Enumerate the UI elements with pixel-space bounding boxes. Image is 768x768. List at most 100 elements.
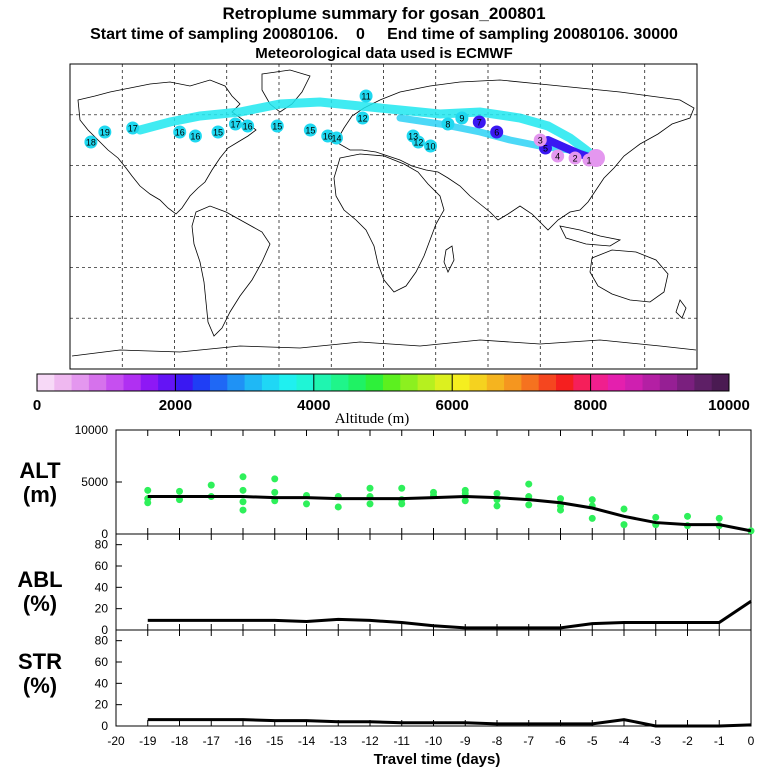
plume-day-dot xyxy=(568,151,582,165)
colorbar-cell xyxy=(106,374,124,391)
colorbar-tick-label: 6000 xyxy=(436,397,469,414)
plume-day-label: 15 xyxy=(213,128,223,138)
colorbar-cell xyxy=(365,374,384,391)
plume-day-dot xyxy=(582,153,596,167)
coast-madagascar xyxy=(443,245,455,273)
alt-scatter-point xyxy=(239,498,247,506)
plume-day-label: 11 xyxy=(361,92,370,102)
x-tick-label: -13 xyxy=(330,734,348,748)
alt-scatter-point xyxy=(398,500,406,508)
x-tick-label: -3 xyxy=(650,734,661,748)
colorbar-cell xyxy=(590,374,609,391)
plume-day-dot xyxy=(472,115,486,129)
colorbar-cell xyxy=(54,374,73,391)
abl-panel-frame xyxy=(115,533,752,631)
plume-day-label: 10 xyxy=(426,142,436,152)
plume-day-label: 17 xyxy=(128,124,138,134)
y-tick-label: 0 xyxy=(101,719,108,733)
colorbar-cell xyxy=(538,374,557,391)
x-tick-label: -2 xyxy=(682,734,693,748)
met-data-line: Meteorological data used is ECMWF xyxy=(255,45,513,62)
colorbar-tick-label: 8000 xyxy=(574,397,607,414)
y-tick-label: 0 xyxy=(101,527,108,541)
plume-day-label: 19 xyxy=(100,128,110,138)
plume-day-dot xyxy=(98,125,112,139)
plume-day-label: 7 xyxy=(477,118,482,128)
plume-day-label: 2 xyxy=(573,154,578,164)
colorbar-cell xyxy=(434,374,453,391)
coast-new-zealand xyxy=(675,299,687,319)
y-tick-label: 5000 xyxy=(81,475,108,489)
alt-scatter-point xyxy=(144,499,152,507)
colorbar-cell xyxy=(279,374,297,391)
colorbar-cell xyxy=(573,374,592,391)
x-tick-label: -1 xyxy=(714,734,725,748)
plume-day-label: 6 xyxy=(494,128,499,138)
alt-scatter-point xyxy=(207,481,215,489)
colorbar-cell xyxy=(313,374,332,391)
x-tick-label: -11 xyxy=(394,734,411,748)
y-tick-label: 10000 xyxy=(75,423,109,437)
coast-north-america xyxy=(77,79,257,215)
colorbar-cell xyxy=(244,374,263,391)
colorbar-cell xyxy=(210,374,228,391)
y-tick-label: 40 xyxy=(95,676,109,690)
plume-day-label: 16 xyxy=(190,132,200,142)
plume-day-dot xyxy=(359,89,373,103)
plume-day-dot xyxy=(228,117,242,131)
colorbar-cell xyxy=(88,374,107,391)
alt-scatter-point xyxy=(271,475,279,483)
alt-scatter-point xyxy=(525,480,533,488)
x-tick-label: -10 xyxy=(425,734,443,748)
alt-scatter-point xyxy=(271,488,279,496)
alt-scatter-point xyxy=(493,502,501,510)
plume-day-label: 13 xyxy=(408,132,418,142)
alt-scatter-point xyxy=(366,500,374,508)
plume-dots xyxy=(84,89,596,167)
str-panel-unit: (%) xyxy=(23,673,57,698)
colorbar-tick-label: 10000 xyxy=(708,397,750,414)
x-tick-label: -6 xyxy=(555,734,566,748)
y-tick-label: 60 xyxy=(95,655,109,669)
plume-day-label: 1 xyxy=(587,156,592,166)
alt-panel-label: ALT xyxy=(19,458,61,483)
y-tick-label: 0 xyxy=(101,623,108,637)
plume-day-label: 16 xyxy=(243,122,253,132)
colorbar-cell xyxy=(694,374,713,391)
x-tick-label: -7 xyxy=(523,734,534,748)
plume-day-label: 15 xyxy=(272,122,282,132)
coast-australia xyxy=(589,249,669,303)
colorbar-tick-label: 0 xyxy=(33,397,41,414)
plume-day-dot xyxy=(173,125,187,139)
colorbar-cell xyxy=(296,374,315,391)
alt-scatter-point xyxy=(430,488,437,496)
alt-scatter-point xyxy=(366,484,374,492)
plume-day-dot xyxy=(303,123,317,137)
abl-panel-label: ABL xyxy=(17,567,62,592)
colorbar-cell xyxy=(192,374,211,391)
y-tick-label: 80 xyxy=(95,634,109,648)
x-tick-label: -4 xyxy=(619,734,630,748)
colorbar-cell xyxy=(175,374,194,391)
colorbar-cell xyxy=(71,374,90,391)
alt-scatter-point xyxy=(144,486,152,494)
coast-antarctica xyxy=(71,339,697,357)
colorbar-ticks: 0 2000 4000 6000 8000 10000 xyxy=(33,374,750,414)
coast-africa xyxy=(333,153,445,293)
x-tick-label: -20 xyxy=(107,734,125,748)
colorbar-cell xyxy=(469,374,488,391)
str-panel-label: STR xyxy=(18,649,62,674)
alt-scatter-point xyxy=(239,473,247,481)
colorbar-cell xyxy=(504,374,522,391)
time-series-panels: ALT (m) ABL (%) STR (%) 1000050000806040… xyxy=(17,423,754,768)
colorbar-cell xyxy=(348,374,367,391)
str-panel-frame xyxy=(115,629,752,727)
colorbar-cell xyxy=(417,374,436,391)
colorbar-cell xyxy=(400,374,419,391)
alt-scatter-point xyxy=(588,496,596,504)
colorbar-cell xyxy=(452,374,470,391)
colorbar-cell xyxy=(711,374,730,391)
